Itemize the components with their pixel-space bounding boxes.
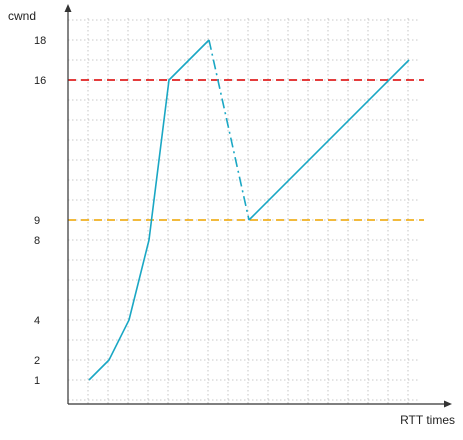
axes [64,4,452,408]
y-tick-label: 2 [34,355,40,367]
grid [68,18,418,404]
y-tick-labels: 1 2 4 8 9 16 18 [34,35,46,387]
y-axis-title: cwnd [8,9,36,23]
y-tick-label: 1 [34,375,40,387]
y-tick-label: 4 [34,315,40,327]
y-axis-arrow [64,4,72,12]
reference-lines [68,79,424,221]
x-axis-arrow [444,400,452,408]
series-line-2 [208,39,250,221]
series-lines [88,39,410,381]
y-tick-label: 9 [34,215,40,227]
x-axis-title: RTT times [400,413,455,427]
series-line-3 [248,59,410,221]
series-line-1 [88,39,210,381]
y-tick-label: 8 [34,235,40,247]
y-tick-label: 16 [34,75,46,87]
y-tick-label: 18 [34,35,46,47]
